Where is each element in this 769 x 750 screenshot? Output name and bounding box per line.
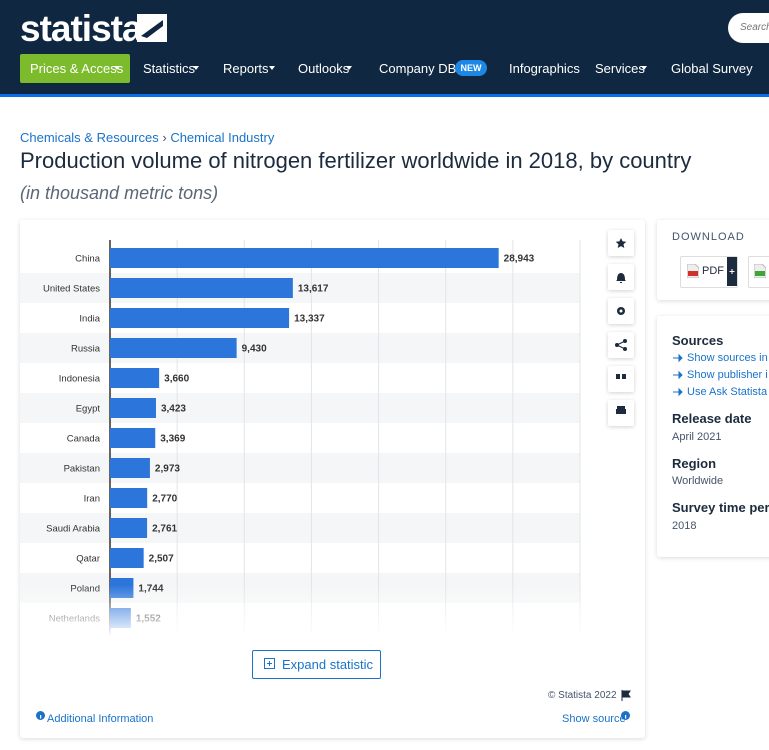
- y-tick-label: Canada: [67, 434, 101, 445]
- additional-information[interactable]: Additional Information: [47, 709, 153, 727]
- value-label: 13,337: [294, 314, 325, 325]
- download-title: DOWNLOAD: [672, 231, 745, 243]
- pdf-plus[interactable]: [727, 257, 737, 286]
- value-label: 2,770: [152, 494, 177, 505]
- bar: [110, 278, 293, 298]
- sources-title: Sources: [672, 333, 724, 348]
- pdf-button[interactable]: [680, 256, 738, 288]
- show-source[interactable]: Show source: [562, 709, 626, 727]
- expand-button[interactable]: [252, 650, 381, 679]
- bar: [110, 488, 148, 508]
- detail-label: Release date: [672, 411, 752, 426]
- copyright: © Statista 2022: [548, 690, 617, 701]
- breadcrumb-link[interactable]: Chemical Industry: [170, 130, 275, 145]
- y-tick-label: China: [75, 254, 101, 265]
- row-stripe: [20, 393, 580, 423]
- nav-item[interactable]: Reports: [223, 61, 269, 76]
- nav-item[interactable]: Prices & Access: [30, 61, 124, 76]
- nav-item[interactable]: Global Survey: [671, 61, 753, 76]
- xls-icon: [754, 264, 766, 278]
- search-box[interactable]: [728, 13, 769, 43]
- nav-carets: [114, 66, 647, 70]
- logo[interactable]: statista: [20, 8, 143, 49]
- row-stripe: [20, 453, 580, 483]
- cite-button[interactable]: [608, 366, 634, 392]
- nav-item[interactable]: Infographics: [509, 61, 580, 76]
- breadcrumb-separator: ›: [162, 130, 167, 145]
- y-tick-label: Indonesia: [59, 374, 101, 385]
- page-title: Production volume of nitrogen fertilizer…: [20, 148, 692, 173]
- bar: [110, 458, 150, 478]
- bar: [110, 428, 156, 448]
- y-tick-label: Pakistan: [64, 464, 100, 475]
- pdf-label[interactable]: PDF: [702, 265, 724, 277]
- expand-label[interactable]: Expand statistic: [282, 657, 374, 672]
- chart: 28,943 China 13,617 United States 13,337 Indi…: [20, 240, 581, 635]
- value-label: 2,973: [155, 464, 180, 475]
- value-label: 9,430: [242, 344, 267, 355]
- value-label: 3,423: [161, 404, 186, 415]
- bar: [110, 518, 148, 538]
- value-label: 28,943: [504, 254, 535, 265]
- flag-icon: [621, 690, 631, 701]
- value-label: 3,660: [164, 374, 189, 385]
- bar: [110, 398, 156, 418]
- fade-overlay: [20, 585, 600, 635]
- breadcrumb: Chemicals & Resources › Chemical Industr…: [20, 130, 274, 145]
- new-badge: NEW: [455, 60, 487, 76]
- download-card: [657, 220, 769, 300]
- pricing-button[interactable]: [20, 54, 130, 83]
- y-tick-label: Saudi Arabia: [46, 524, 101, 535]
- y-tick-label: Egypt: [76, 404, 101, 415]
- detail-label: Survey time peri: [672, 500, 769, 515]
- bar: [110, 368, 160, 388]
- search-placeholder: Search: [740, 22, 769, 33]
- detail-label: Region: [672, 456, 717, 471]
- link-text[interactable]: Show source: [562, 713, 626, 725]
- expand-icon: [264, 658, 275, 669]
- page-subtitle: (in thousand metric tons): [20, 183, 219, 203]
- y-tick-label: Qatar: [76, 554, 100, 565]
- source-link[interactable]: Show publisher i: [687, 369, 768, 381]
- nav-item[interactable]: Services: [595, 61, 645, 76]
- detail-value: April 2021: [672, 431, 722, 443]
- row-stripe: [20, 513, 580, 543]
- detail-value: Worldwide: [672, 475, 724, 487]
- breadcrumb-link[interactable]: Chemicals & Resources: [20, 130, 159, 145]
- y-tick-label: United States: [43, 284, 100, 295]
- bar: [110, 338, 237, 358]
- source-link[interactable]: Use Ask Statista: [687, 386, 768, 398]
- info-icon: [621, 711, 630, 720]
- share-button[interactable]: [608, 332, 634, 358]
- value-label: 3,369: [160, 434, 185, 445]
- link-text[interactable]: Additional Information: [47, 713, 154, 725]
- xls-button[interactable]: [748, 256, 769, 288]
- source-link[interactable]: Show sources in: [687, 352, 768, 364]
- nav-item[interactable]: Statistics: [143, 61, 196, 76]
- bar: [110, 248, 499, 268]
- value-label: 13,617: [298, 284, 329, 295]
- y-tick-label: India: [79, 314, 100, 325]
- pdf-icon: [687, 264, 699, 278]
- bar: [110, 548, 144, 568]
- row-stripe: [20, 333, 580, 363]
- bar: [110, 308, 290, 328]
- logo-icon: [137, 14, 167, 42]
- nav-item[interactable]: Outlooks: [298, 61, 350, 76]
- nav-item[interactable]: Company DB: [379, 61, 457, 76]
- link-arrows: [673, 353, 683, 397]
- y-tick-label: Iran: [84, 494, 100, 505]
- value-label: 2,507: [149, 554, 174, 565]
- y-tick-label: Russia: [71, 344, 101, 355]
- value-label: 2,761: [152, 524, 177, 535]
- info-icon: [36, 711, 45, 720]
- detail-value: 2018: [672, 520, 697, 532]
- action-icons: [615, 238, 627, 414]
- details-card: [657, 316, 769, 557]
